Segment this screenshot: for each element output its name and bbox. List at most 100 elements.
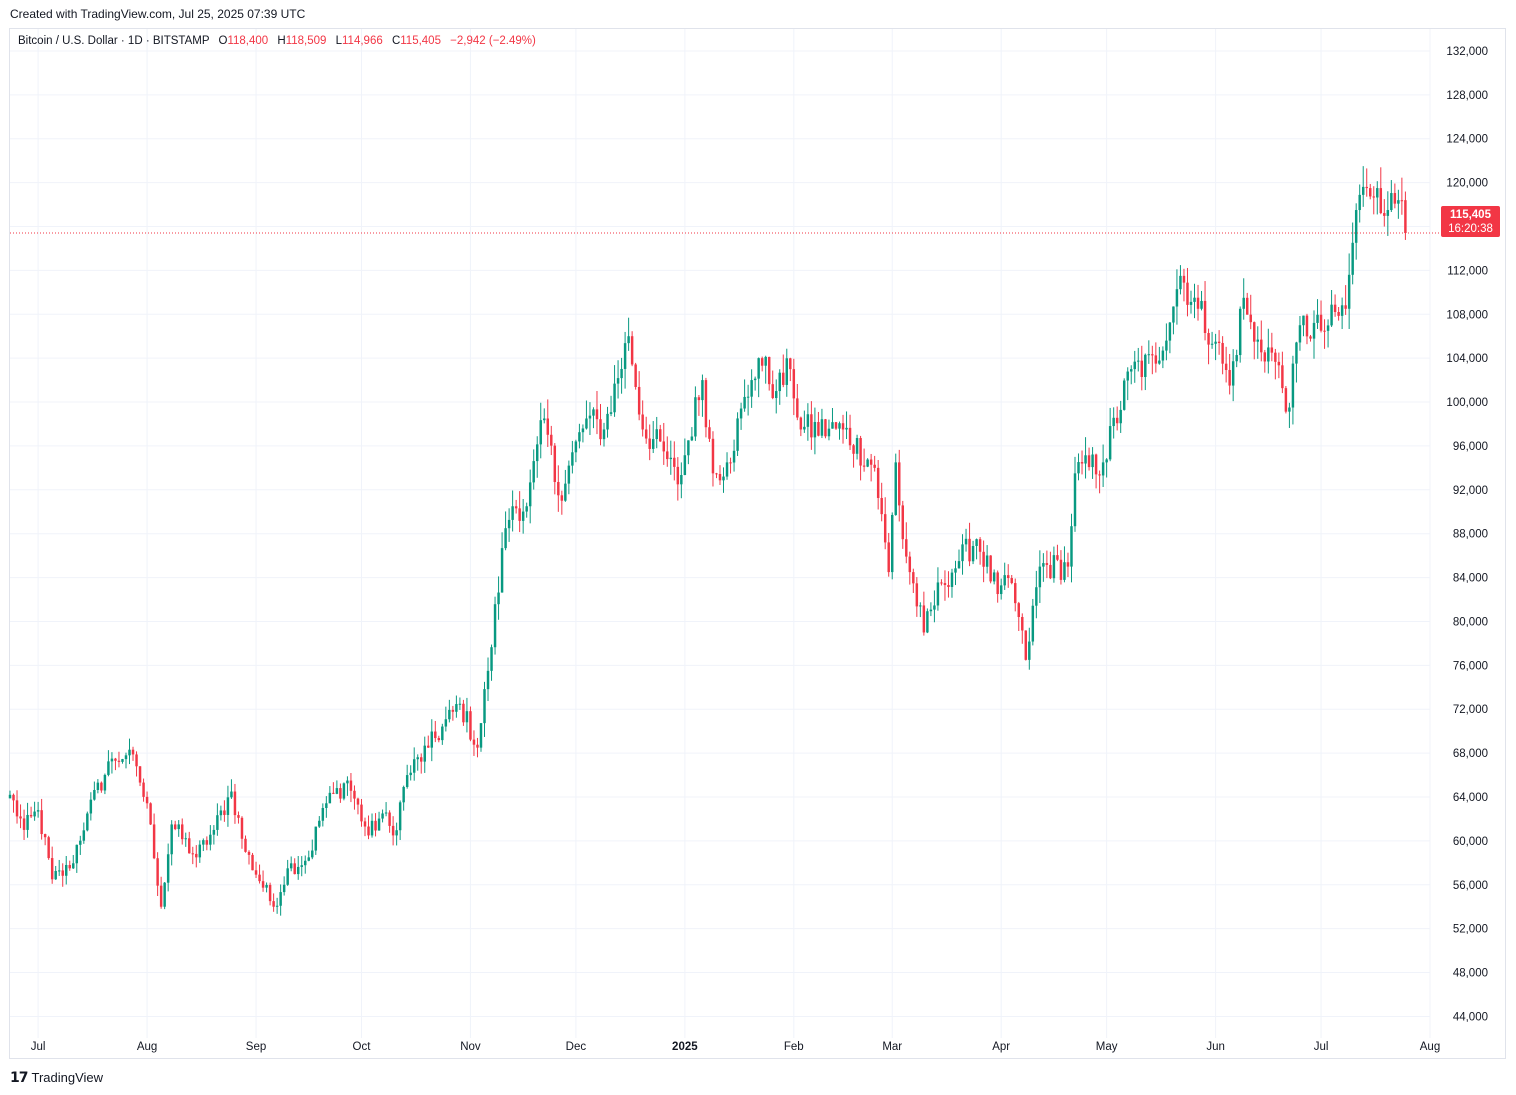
candle-body [560,495,564,501]
candle-body [1323,330,1326,332]
candle-body [448,709,451,720]
candle-body [219,810,223,816]
candle-body [1393,193,1397,204]
candle-body [673,457,676,467]
candle-body [1126,371,1129,381]
candle-body [1390,193,1393,211]
candle-body [377,818,381,831]
candle-body [26,814,29,830]
candle-body [1021,617,1024,631]
candle-body [416,757,419,760]
price-tick-label: 68,000 [1453,748,1488,760]
candle-body [1221,342,1224,364]
candle-body [1224,363,1228,370]
candle-body [43,834,47,838]
candle-body [820,419,824,436]
candle-body [1101,462,1105,476]
candle-body [89,799,93,814]
candle-body [771,384,774,399]
time-tick-label: Sep [246,1041,266,1053]
candle-body [753,378,757,381]
candle-body [834,422,838,429]
candle-body [1210,343,1214,345]
candle-body [1091,454,1094,468]
candle-body [799,417,803,430]
candle-body [947,585,950,587]
candle-body [1112,417,1115,427]
candle-body [613,383,616,413]
candle-body [1249,314,1252,323]
candle-body [363,821,367,827]
candle-body [258,874,261,882]
candle-body [332,792,335,794]
candle-body [233,791,237,816]
candle-body [289,863,293,869]
candle-body [33,811,36,817]
candle-body [184,838,187,840]
candle-body [546,418,550,435]
candle-body [1189,301,1193,305]
candle-body [121,759,124,762]
candle-body [683,455,687,475]
candle-body [792,369,796,399]
candle-body [915,583,919,607]
candle-body [711,438,715,474]
candle-body [57,870,61,872]
candle-body [1186,282,1189,305]
candle-body [824,419,827,437]
candle-body [616,378,620,384]
candle-body [286,868,289,885]
price-axis: 44,000 48,000 52,000 56,000 60,000 64,000 68,0… [1446,46,1488,1024]
candle-body [272,901,275,907]
candle-body [1217,341,1221,343]
candle-body [694,397,697,437]
candle-body [701,380,704,401]
change-value: −2,942 (−2.49%) [450,35,536,47]
candle-body [138,766,142,783]
candle-body [651,439,655,449]
candle-body [1042,563,1045,567]
tradingview-brand[interactable]: 𝟭𝟳 TradingView [10,1069,103,1086]
candle-body [806,414,810,427]
candle-body [188,838,191,854]
candle-body [571,452,574,466]
candle-body [107,761,110,775]
candle-body [1151,354,1154,356]
candle-body [1207,333,1210,345]
candle-body [521,511,525,521]
price-tick-label: 88,000 [1453,529,1488,541]
candle-body [655,429,658,440]
candle-body [1056,555,1059,560]
candle-body [279,892,282,906]
candle-body [1326,325,1330,331]
candle-body [1175,289,1179,307]
candle-body [732,450,736,463]
price-tick-label: 120,000 [1446,178,1488,190]
candle-body [8,794,12,799]
open-value: 118,400 [227,35,269,47]
candle-body [876,467,880,498]
candle-body [75,844,79,864]
candle-body [1383,213,1386,216]
candle-body [209,834,212,845]
candle-body [128,749,131,756]
candle-body [1003,575,1006,586]
candle-body [557,482,560,496]
candle-body [240,817,244,839]
tradingview-logo-icon: 𝟭𝟳 [10,1069,29,1085]
candle-body [1084,455,1087,464]
candle-body [943,583,947,586]
candle-body [662,441,665,452]
candle-body [131,749,135,755]
candle-body [1161,350,1165,361]
candle-body [353,790,356,799]
candle-body [135,754,138,767]
price-tick-label: 48,000 [1453,968,1488,980]
close-label: C [391,35,401,47]
candle-body [1397,200,1400,204]
candle-body [462,703,465,723]
candle-body [103,774,107,791]
candle-body [588,415,592,419]
candle-body [244,838,247,852]
